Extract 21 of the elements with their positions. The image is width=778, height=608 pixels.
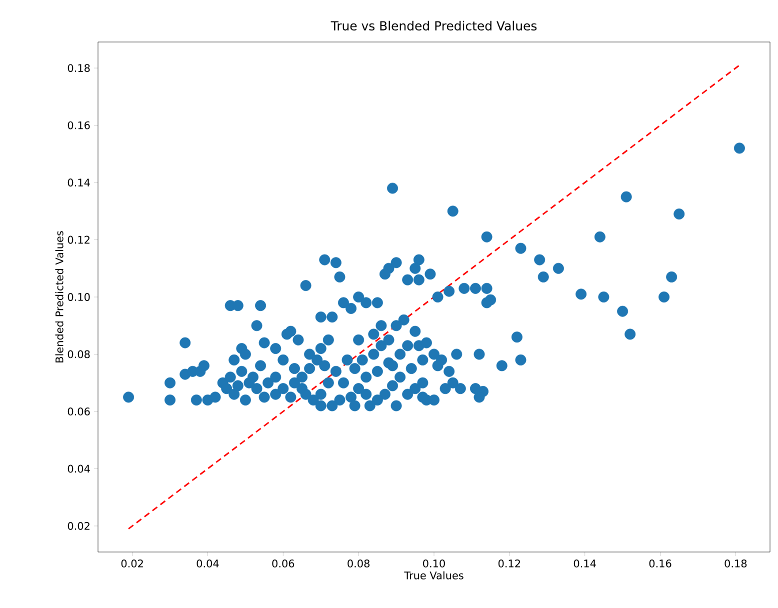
y-tick-label: 0.10 — [68, 293, 90, 301]
y-tick-label: 0.14 — [68, 178, 90, 186]
y-tick-label: 0.12 — [68, 236, 90, 244]
x-tick-label: 0.10 — [423, 560, 445, 568]
x-tick-label: 0.16 — [649, 560, 672, 568]
y-tick-label: 0.04 — [68, 464, 90, 473]
y-tick-label: 0.16 — [68, 121, 90, 130]
y-tick-label: 0.08 — [68, 350, 90, 358]
y-tick-label: 0.06 — [68, 408, 90, 416]
x-tick-label: 0.18 — [724, 560, 747, 568]
x-tick-label: 0.08 — [348, 560, 370, 568]
y-tick-label: 0.18 — [68, 64, 90, 72]
x-tick-label: 0.12 — [498, 560, 520, 568]
x-tick-label: 0.04 — [196, 560, 219, 568]
x-axis-title: True Values — [404, 571, 464, 580]
y-tick-label: 0.02 — [68, 522, 90, 530]
chart-title: True vs Blended Predicted Values — [330, 20, 537, 30]
x-tick-label: 0.14 — [574, 560, 596, 568]
x-tick-label: 0.02 — [121, 560, 143, 568]
x-tick-label: 0.06 — [272, 560, 294, 568]
y-axis-title: Blended Predicted Values — [55, 231, 64, 362]
